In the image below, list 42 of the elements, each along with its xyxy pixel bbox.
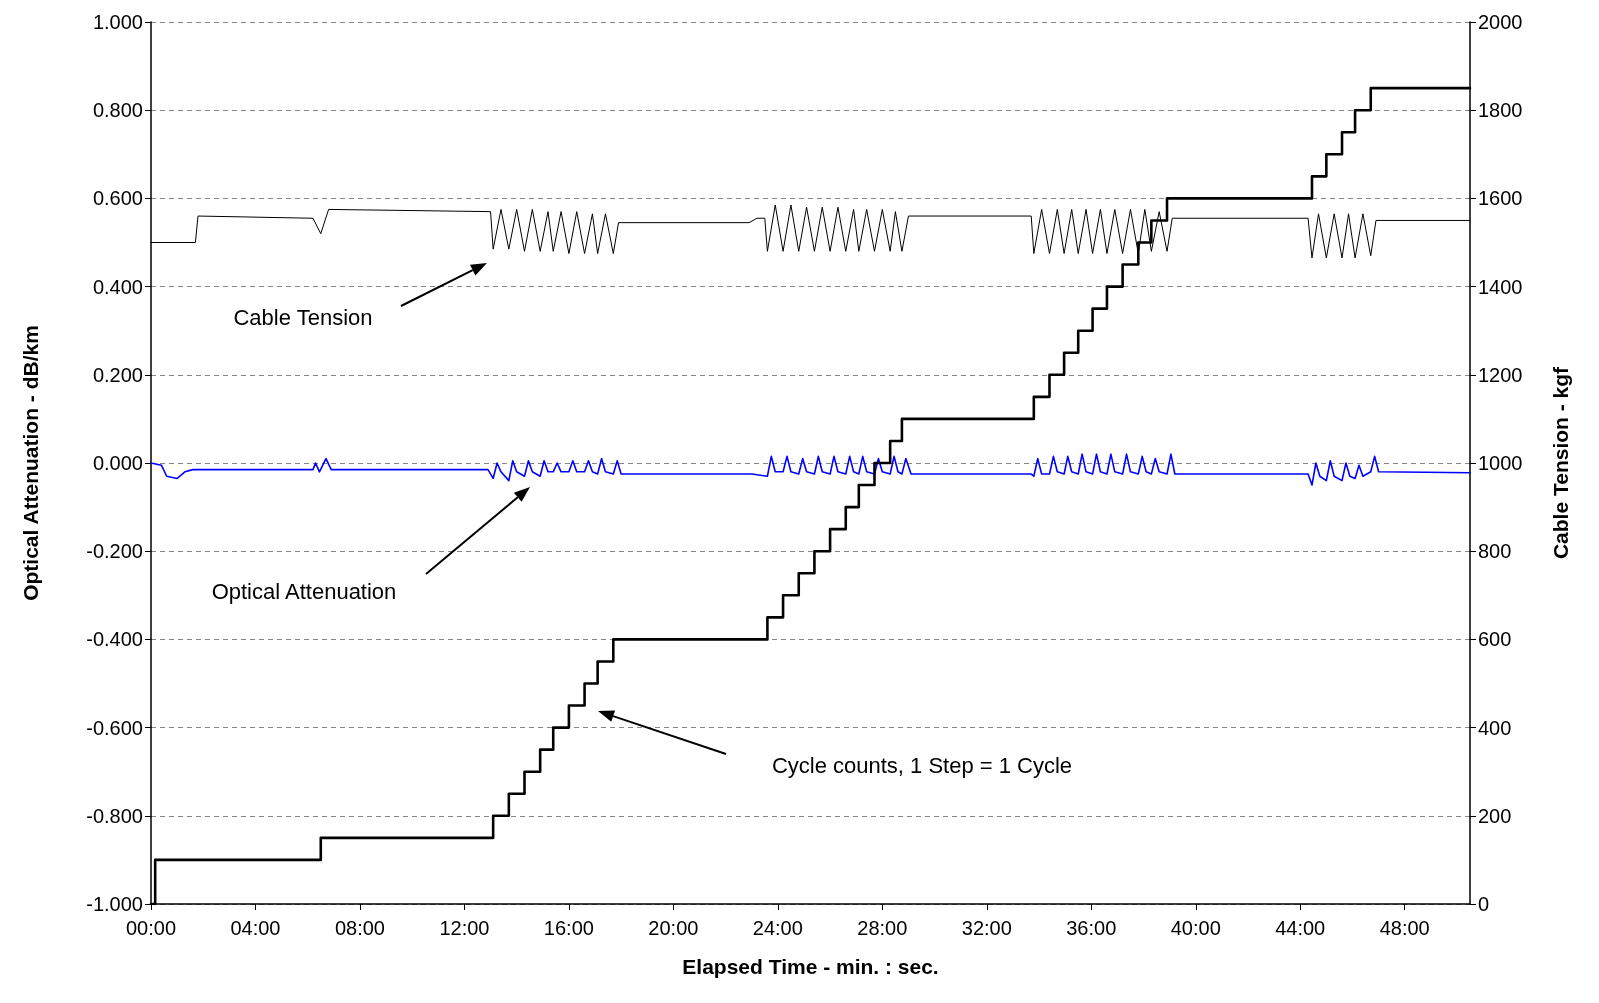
y-tick-label: -0.800 [86,804,143,827]
x-tick-label: 08:00 [334,917,385,939]
y2-tick-label: 1400 [1478,275,1523,298]
x-tick-label: 36:00 [1066,917,1117,939]
x-tick-label: 32:00 [961,917,1012,939]
x-tick-label: 28:00 [857,917,908,939]
line-series [150,453,1471,486]
annotation: Cable Tension [233,304,373,330]
y2-tick-label: 200 [1478,804,1512,827]
y2-tick-label: 1800 [1478,99,1523,122]
annotation: Cycle counts, 1 Step = 1 Cycle [771,752,1073,778]
y-tick-label: 1.000 [92,11,143,33]
x-tick-label: 20:00 [648,917,699,939]
y2-tick-label: 1600 [1478,187,1523,210]
x-tick-label: 44:00 [1275,917,1326,939]
y-tick-label: 0.800 [92,99,143,122]
y2-tick-label: 800 [1478,540,1512,563]
y-tick-label: 0.400 [92,275,143,298]
annotation: Optical Attenuation [211,578,397,604]
y-tick-label: -1.000 [86,893,143,915]
x-tick-label: 04:00 [230,917,281,939]
x-axis-title: Elapsed Time - min. : sec. [682,955,939,978]
y2-axis-title: Cable Tension - kgf [1549,365,1572,560]
y-axis-title: Optical Attenuation - dB/km [19,325,42,601]
y-tick-label: -0.200 [86,540,143,563]
x-tick-label: 24:00 [752,917,803,939]
y-tick-label: 0.000 [92,452,143,474]
y2-tick-label: 400 [1478,716,1512,739]
x-tick-label: 40:00 [1170,917,1221,939]
x-tick-label: 12:00 [439,917,490,939]
y2-tick-label: 0 [1478,893,1490,915]
y2-tick-label: 1200 [1478,363,1523,386]
y-tick-label: -0.400 [86,628,143,651]
y-tick-label: 0.200 [92,363,143,386]
y2-tick-label: 2000 [1478,11,1523,33]
x-tick-label: 16:00 [543,917,594,939]
y-tick-label: 0.600 [92,187,143,210]
y-tick-label: -0.600 [86,716,143,739]
x-tick-label: 48:00 [1379,917,1430,939]
x-tick-label: 00:00 [125,917,177,939]
y2-tick-label: 1000 [1478,452,1523,474]
y2-tick-label: 600 [1478,628,1512,651]
